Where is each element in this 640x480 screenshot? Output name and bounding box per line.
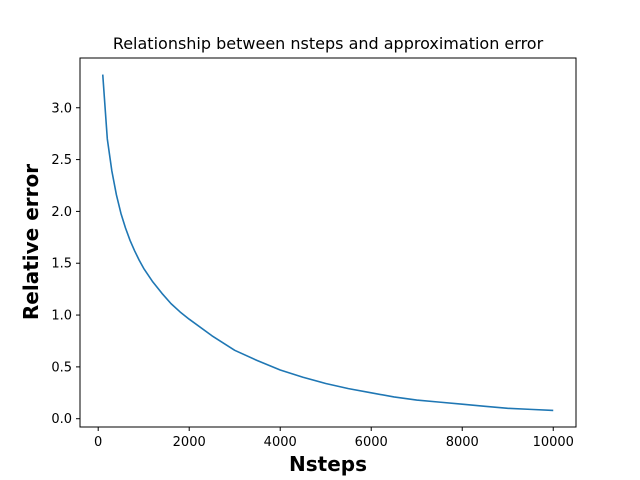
y-tick-label: 2.5 (51, 153, 72, 168)
y-tick-label: 0.0 (51, 412, 72, 427)
y-axis-label: Relative error (19, 164, 43, 320)
x-tick-label: 4000 (264, 435, 297, 450)
y-tick-label: 2.0 (51, 205, 72, 220)
plot-area: 0 2000 4000 6000 8000 10000 0.0 0.5 1.0 1.5 2.0 2.5… (51, 57, 577, 450)
y-tick-label: 0.5 (51, 360, 72, 375)
x-tick-label: 10000 (533, 435, 574, 450)
x-tick-label: 2000 (173, 435, 206, 450)
chart-title: Relationship between nsteps and approxim… (113, 34, 544, 53)
y-tick-label: 3.0 (51, 101, 72, 116)
plot-frame (79, 57, 577, 428)
x-axis-label: Nsteps (289, 452, 367, 476)
y-tick-label: 1.5 (51, 257, 72, 272)
x-tick-label: 6000 (355, 435, 388, 450)
x-tick-label: 8000 (446, 435, 479, 450)
y-tick-label: 1.0 (51, 309, 72, 324)
x-tick-label: 0 (94, 435, 102, 450)
series-line-0 (101, 74, 554, 412)
